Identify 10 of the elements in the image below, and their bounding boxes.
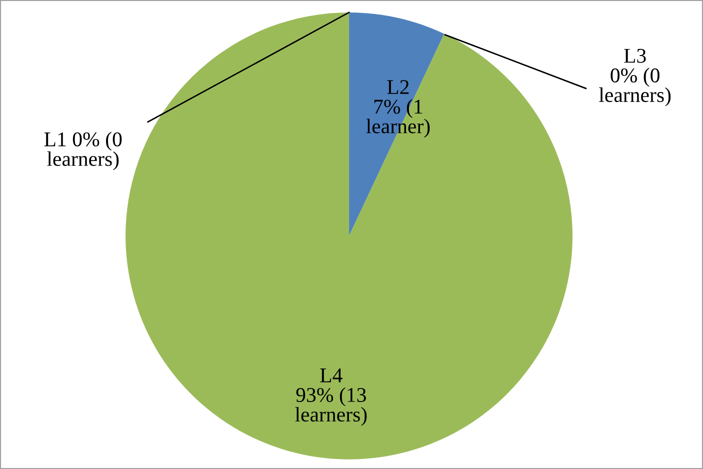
pie-slice (349, 12, 444, 236)
text: 0% (0 learners) (599, 68, 671, 106)
slice-label: L2 (387, 80, 409, 94)
pie-slice (126, 12, 572, 460)
slice-label: L4 (320, 368, 342, 382)
data-label: 93% (13 learners) (295, 387, 367, 426)
data-label: 7% (1 learner) (366, 99, 430, 138)
category-label: L1 0% (0 (44, 132, 122, 151)
text: learners) (47, 151, 119, 170)
category-label: L3 (624, 48, 646, 63)
